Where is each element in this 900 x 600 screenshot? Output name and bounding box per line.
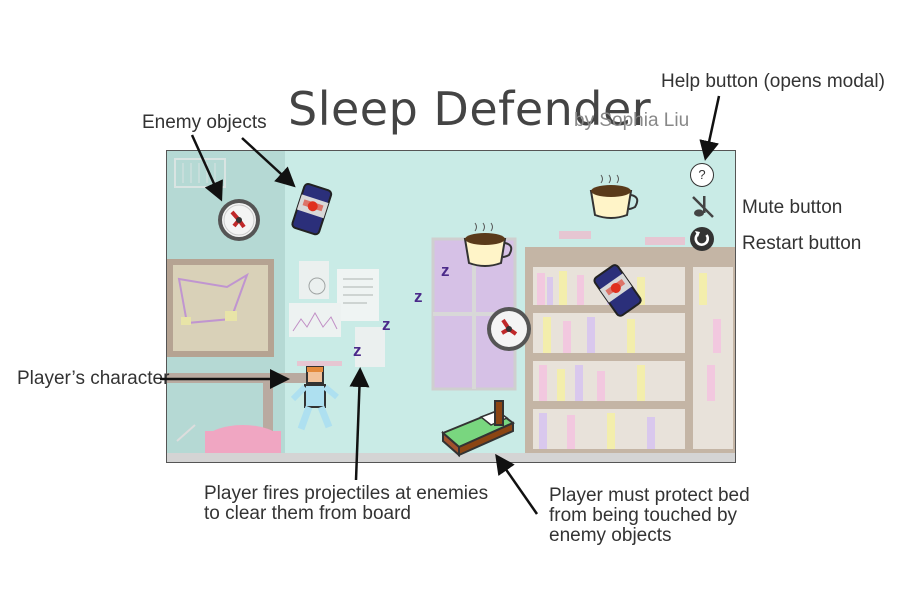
label-help-button: Help button (opens modal) — [661, 71, 885, 92]
alarm-clock-icon — [487, 307, 531, 351]
label-bed-line1: Player must protect bed — [549, 485, 750, 506]
player-character[interactable] — [290, 365, 339, 438]
energy-drink-can-icon — [593, 264, 642, 317]
label-projectiles: Player fires projectiles at enemies to c… — [204, 484, 488, 524]
arrow-to-bed — [495, 453, 539, 515]
floor — [167, 453, 735, 462]
player-sprite — [290, 366, 339, 431]
arrow-to-help — [699, 95, 721, 161]
label-bed-line3: enemy objects — [549, 525, 672, 546]
projectile: z — [382, 315, 391, 334]
game-board[interactable]: ? — [166, 150, 736, 463]
author-byline: by Sophia Liu — [574, 110, 690, 131]
bed-icon — [441, 400, 515, 458]
restart-icon — [694, 231, 710, 246]
projectile: z — [441, 261, 450, 280]
wall-papers — [289, 261, 385, 367]
enemy-energy-drink — [287, 180, 334, 242]
alarm-clock-icon — [218, 199, 260, 241]
label-bed: Player must protect bed from being touch… — [549, 486, 750, 546]
page-title: Sleep Defender — [288, 82, 652, 136]
energy-drink-can-icon — [291, 182, 333, 236]
game-scene — [167, 151, 735, 462]
coffee-cup-icon — [463, 222, 513, 267]
enemy-energy-drink — [590, 261, 648, 324]
enemy-alarm-clock — [214, 197, 264, 248]
mute-icon — [692, 196, 714, 218]
cork-board — [167, 259, 274, 357]
label-restart-button: Restart button — [742, 233, 862, 254]
desk-top — [167, 373, 307, 383]
coffee-cup-icon — [589, 174, 639, 219]
projectile: z — [353, 341, 362, 360]
restart-button[interactable] — [690, 227, 714, 251]
projectile: z — [414, 287, 423, 306]
bed — [437, 397, 519, 462]
help-button[interactable]: ? — [690, 163, 714, 187]
label-mute-button: Mute button — [742, 197, 843, 218]
enemy-alarm-clock — [484, 305, 534, 358]
label-players-character: Player’s character — [17, 368, 170, 389]
label-enemy-objects: Enemy objects — [142, 112, 267, 133]
enemy-coffee-cup — [587, 173, 643, 228]
bookshelves — [525, 231, 735, 462]
mute-button[interactable] — [691, 193, 715, 219]
help-icon: ? — [698, 167, 706, 182]
label-bed-line2: from being touched by — [549, 505, 738, 526]
label-projectiles-line1: Player fires projectiles at enemies — [204, 483, 489, 504]
enemy-coffee-cup — [461, 221, 517, 276]
label-projectiles-line2: to clear them from board — [204, 503, 411, 524]
